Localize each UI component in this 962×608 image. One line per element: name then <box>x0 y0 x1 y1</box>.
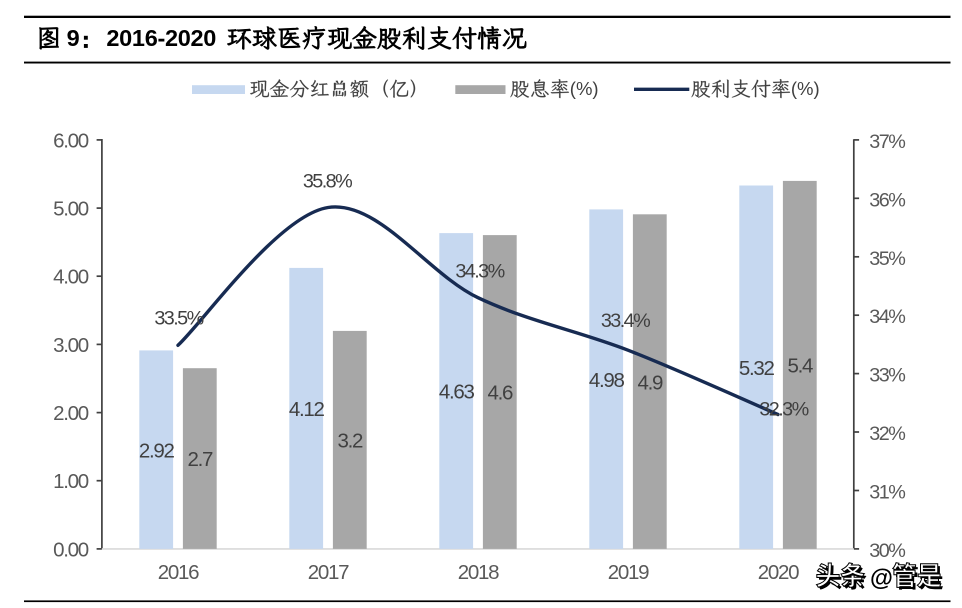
svg-text:2016: 2016 <box>158 561 199 584</box>
svg-text:31%: 31% <box>869 482 905 504</box>
svg-text:2017: 2017 <box>308 561 349 584</box>
svg-text:5.00: 5.00 <box>53 198 89 221</box>
svg-text:35%: 35% <box>869 248 905 270</box>
svg-text:0.00: 0.00 <box>53 538 89 561</box>
svg-text:@: @ <box>870 565 893 591</box>
svg-text:6.00: 6.00 <box>53 129 89 152</box>
svg-text:4.9: 4.9 <box>637 371 662 394</box>
svg-text:30%: 30% <box>869 540 905 562</box>
svg-text:2020: 2020 <box>758 561 799 584</box>
svg-text:5.4: 5.4 <box>787 355 812 378</box>
svg-text:2019: 2019 <box>608 561 649 584</box>
svg-text:4.6: 4.6 <box>487 382 512 405</box>
svg-text:4.00: 4.00 <box>53 266 89 289</box>
svg-text:35.8%: 35.8% <box>303 170 352 192</box>
svg-text:33.5%: 33.5% <box>154 307 203 329</box>
svg-text:5.32: 5.32 <box>739 357 775 380</box>
svg-text:2016-2020: 2016-2020 <box>106 25 216 51</box>
svg-text:2.92: 2.92 <box>139 439 175 462</box>
svg-text:9: 9 <box>67 25 80 51</box>
svg-text:33.4%: 33.4% <box>601 310 650 332</box>
svg-text:4.63: 4.63 <box>439 381 475 404</box>
svg-text:34%: 34% <box>869 306 905 328</box>
svg-text:32.3%: 32.3% <box>759 398 808 420</box>
svg-text:4.98: 4.98 <box>589 369 625 392</box>
svg-text:34.3%: 34.3% <box>455 260 504 282</box>
svg-text:4.12: 4.12 <box>289 398 325 421</box>
svg-text:32%: 32% <box>869 423 905 445</box>
svg-text:1.00: 1.00 <box>53 470 89 493</box>
svg-text:2018: 2018 <box>458 561 499 584</box>
svg-text:33%: 33% <box>869 365 905 387</box>
svg-text:3.2: 3.2 <box>337 430 362 453</box>
svg-text:(%): (%) <box>791 78 820 99</box>
svg-text:(%): (%) <box>570 78 599 99</box>
svg-text:37%: 37% <box>869 131 905 153</box>
svg-text:2.00: 2.00 <box>53 402 89 425</box>
svg-text:2.7: 2.7 <box>187 448 212 471</box>
svg-text:3.00: 3.00 <box>53 334 89 357</box>
svg-text:36%: 36% <box>869 189 905 211</box>
